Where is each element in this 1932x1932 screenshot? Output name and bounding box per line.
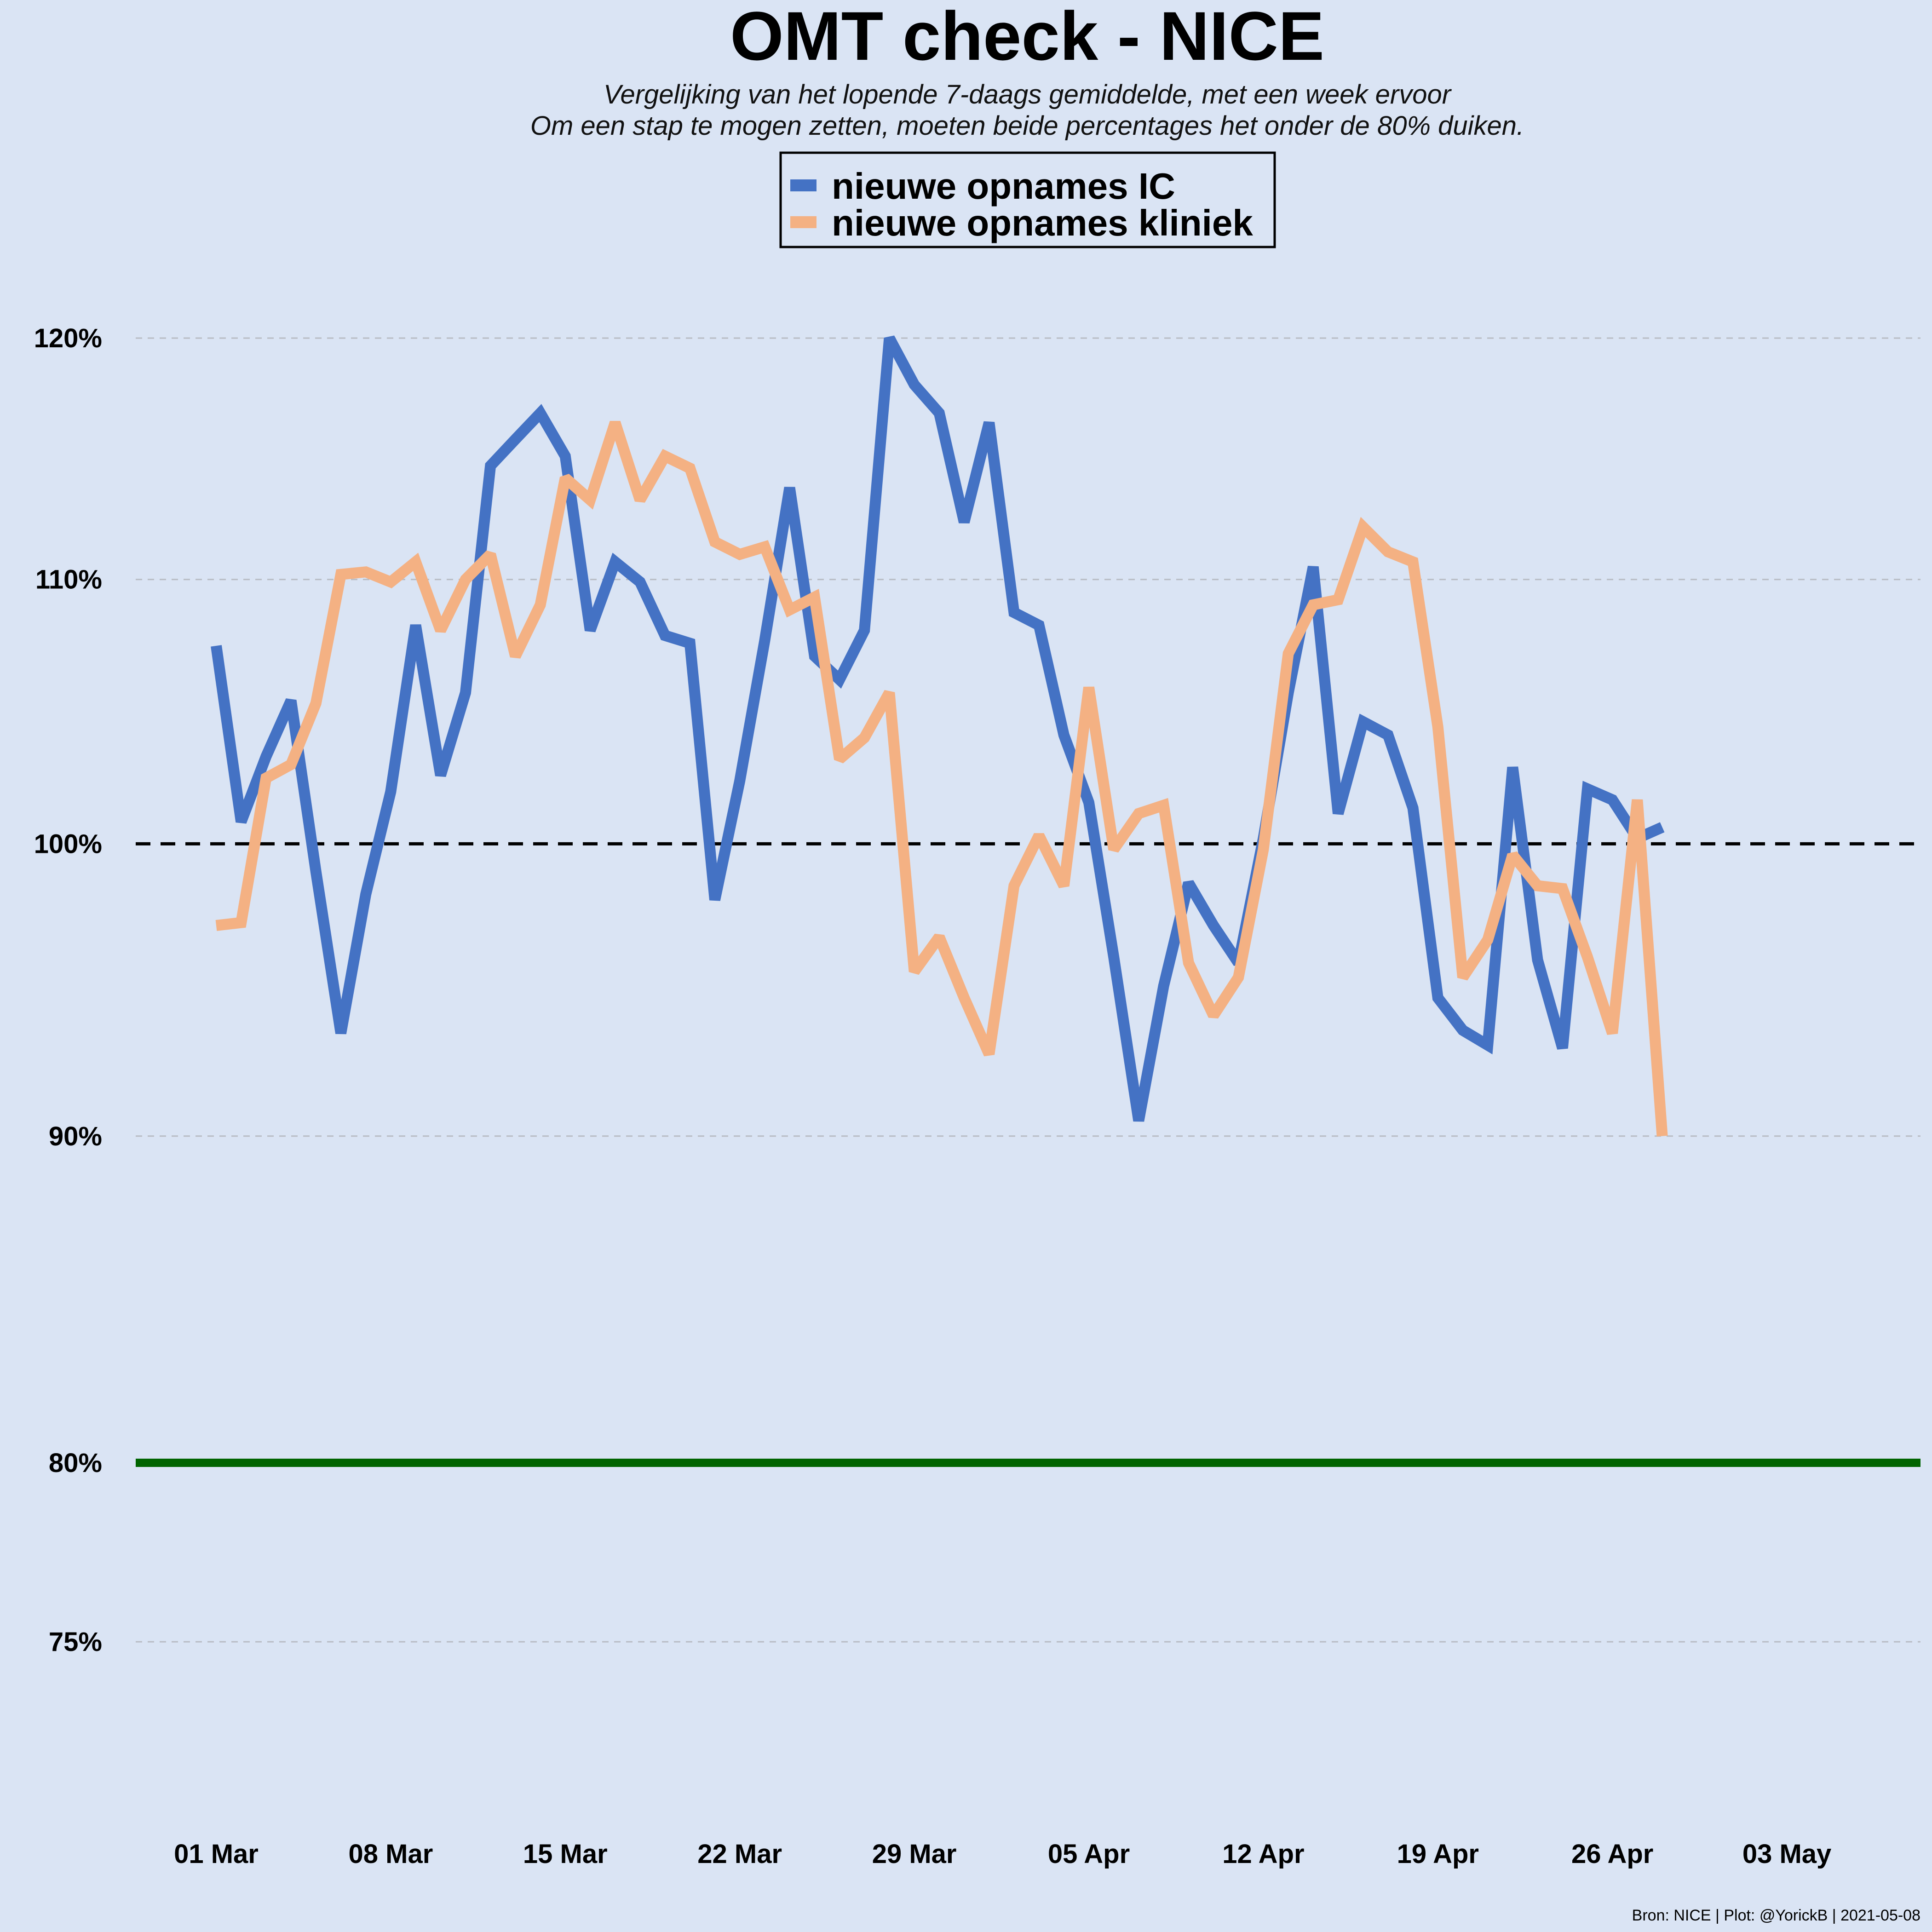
y-tick-label: 80% bbox=[49, 1448, 102, 1478]
reference-lines bbox=[136, 842, 1920, 1467]
grid-lines bbox=[136, 337, 1920, 1643]
x-tick-label: 19 Apr bbox=[1397, 1839, 1479, 1869]
y-tick-label: 75% bbox=[49, 1627, 102, 1657]
x-tick-label: 03 May bbox=[1742, 1839, 1831, 1869]
x-tick-label: 15 Mar bbox=[523, 1839, 608, 1869]
y-tick-label: 90% bbox=[49, 1121, 102, 1151]
y-tick-label: 100% bbox=[34, 829, 102, 859]
chart-subtitle-line-2: Om een stap te mogen zetten, moeten beid… bbox=[530, 111, 1524, 141]
x-tick-label: 26 Apr bbox=[1571, 1839, 1653, 1869]
series-line-ic bbox=[211, 335, 1665, 1122]
x-tick-label: 29 Mar bbox=[872, 1839, 957, 1869]
x-tick-label: 01 Mar bbox=[174, 1839, 259, 1869]
y-tick-label: 110% bbox=[35, 565, 102, 595]
y-tick-label: 120% bbox=[34, 323, 102, 353]
y-axis: 120% 110% 100% 90% 80% 75% bbox=[34, 323, 102, 1657]
series-lines bbox=[211, 335, 1668, 1137]
x-axis: 01 Mar 08 Mar 15 Mar 22 Mar 29 Mar 05 Apr 12 A… bbox=[174, 1839, 1831, 1869]
legend-label-kliniek: nieuwe opnames kliniek bbox=[832, 202, 1253, 243]
chart-subtitle-line-1: Vergelijking van het lopende 7-daags gem… bbox=[604, 80, 1452, 109]
legend-box bbox=[779, 151, 1276, 248]
series-line-kliniek bbox=[215, 421, 1668, 1137]
legend: nieuwe opnames IC nieuwe opnames kliniek bbox=[779, 151, 1276, 248]
x-tick-label: 08 Mar bbox=[349, 1839, 433, 1869]
x-tick-label: 22 Mar bbox=[697, 1839, 782, 1869]
legend-label-ic: nieuwe opnames IC bbox=[832, 166, 1175, 207]
x-tick-label: 05 Apr bbox=[1048, 1839, 1130, 1869]
x-tick-label: 12 Apr bbox=[1222, 1839, 1304, 1869]
chart-caption: Bron: NICE | Plot: @YorickB | 2021-05-08 bbox=[1632, 1907, 1920, 1924]
chart-title: OMT check - NICE bbox=[730, 0, 1324, 75]
